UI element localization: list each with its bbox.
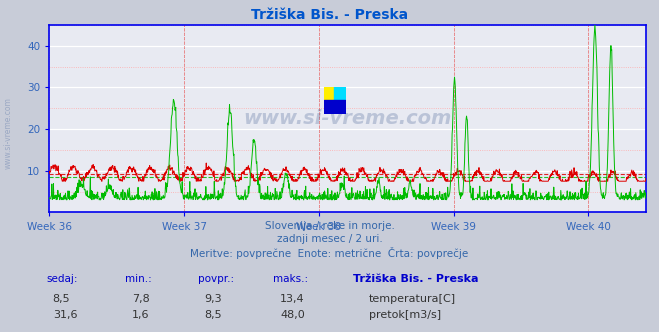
Text: 8,5: 8,5 bbox=[204, 310, 222, 320]
Text: 31,6: 31,6 bbox=[53, 310, 77, 320]
Text: Slovenija / reke in morje.: Slovenija / reke in morje. bbox=[264, 221, 395, 231]
Text: 8,5: 8,5 bbox=[53, 294, 71, 304]
Text: sedaj:: sedaj: bbox=[46, 274, 78, 284]
Text: Tržiška Bis. - Preska: Tržiška Bis. - Preska bbox=[353, 274, 478, 284]
Text: pretok[m3/s]: pretok[m3/s] bbox=[369, 310, 441, 320]
Text: 7,8: 7,8 bbox=[132, 294, 150, 304]
Text: Meritve: povprečne  Enote: metrične  Črta: povprečje: Meritve: povprečne Enote: metrične Črta:… bbox=[190, 247, 469, 259]
Text: povpr.:: povpr.: bbox=[198, 274, 234, 284]
Text: temperatura[C]: temperatura[C] bbox=[369, 294, 456, 304]
Text: www.si-vreme.com: www.si-vreme.com bbox=[243, 109, 452, 128]
Text: min.:: min.: bbox=[125, 274, 152, 284]
Text: Tržiška Bis. - Preska: Tržiška Bis. - Preska bbox=[251, 8, 408, 22]
Text: 13,4: 13,4 bbox=[280, 294, 304, 304]
Text: 1,6: 1,6 bbox=[132, 310, 150, 320]
Text: zadnji mesec / 2 uri.: zadnji mesec / 2 uri. bbox=[277, 234, 382, 244]
Text: www.si-vreme.com: www.si-vreme.com bbox=[4, 97, 13, 169]
Text: 48,0: 48,0 bbox=[280, 310, 305, 320]
Text: maks.:: maks.: bbox=[273, 274, 308, 284]
Text: 9,3: 9,3 bbox=[204, 294, 222, 304]
